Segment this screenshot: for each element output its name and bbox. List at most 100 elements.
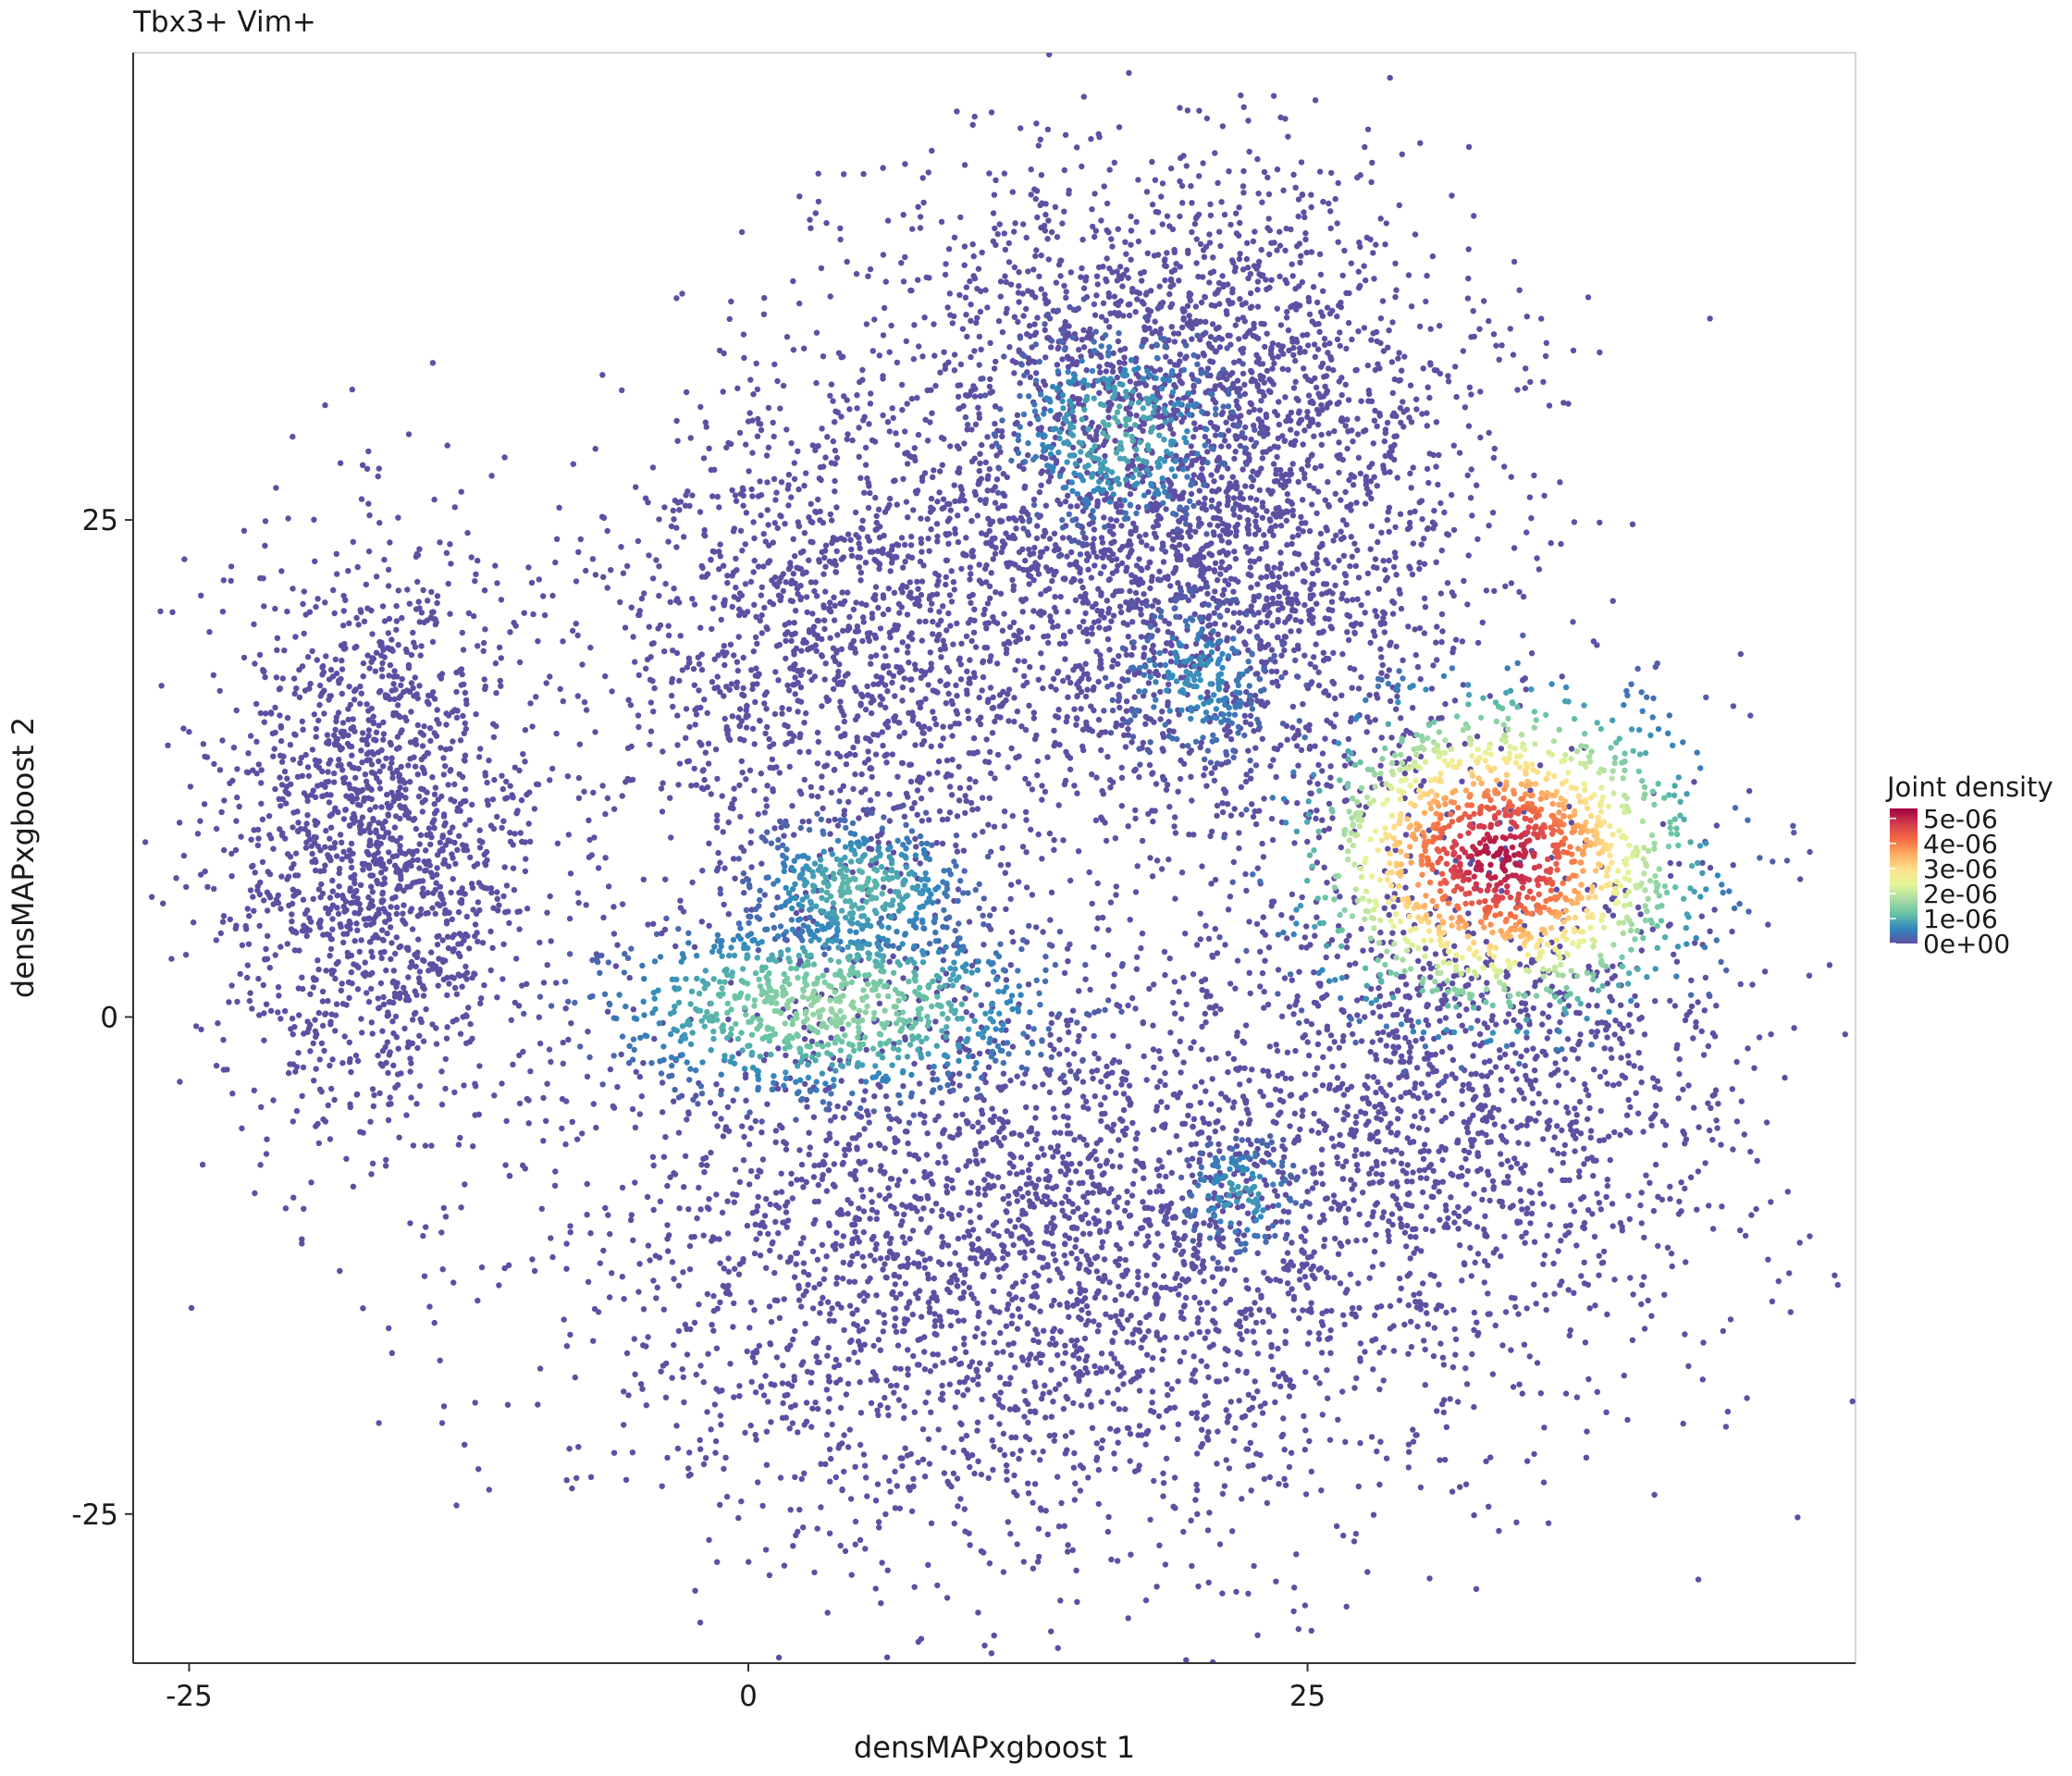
data-point: [922, 669, 929, 676]
data-point: [1067, 766, 1074, 772]
data-point: [575, 795, 583, 801]
data-point: [1191, 610, 1198, 618]
data-point: [1123, 266, 1130, 273]
data-point: [200, 741, 206, 747]
data-point: [952, 498, 958, 505]
data-point: [898, 260, 905, 266]
data-point: [302, 826, 308, 832]
data-point: [286, 902, 292, 909]
data-point: [310, 787, 316, 794]
data-point: [815, 442, 821, 450]
data-point: [283, 800, 290, 807]
data-point: [232, 925, 239, 932]
data-point: [481, 981, 487, 989]
data-point: [536, 576, 542, 583]
data-point: [1010, 938, 1017, 945]
data-point: [1118, 560, 1126, 567]
data-point: [333, 670, 340, 677]
data-point: [1141, 619, 1147, 625]
data-point: [886, 818, 894, 824]
data-point: [1019, 844, 1027, 850]
data-point: [1190, 832, 1197, 838]
data-point: [1061, 282, 1067, 290]
data-point: [506, 919, 512, 927]
data-point: [413, 1101, 420, 1107]
data-point: [1283, 517, 1290, 524]
data-point: [1238, 489, 1244, 497]
data-point: [507, 783, 513, 789]
data-point: [353, 643, 360, 650]
data-point: [476, 845, 484, 851]
data-point: [1404, 525, 1412, 533]
data-point: [1528, 515, 1535, 522]
data-point: [819, 549, 825, 555]
data-point: [854, 405, 860, 412]
data-point: [393, 904, 401, 911]
data-point: [391, 990, 399, 997]
data-point: [1096, 732, 1103, 738]
data-point: [702, 533, 709, 539]
data-point: [358, 496, 365, 502]
data-point: [370, 1103, 376, 1110]
data-point: [865, 756, 872, 763]
data-point: [206, 629, 213, 635]
data-point: [260, 669, 267, 675]
data-point: [905, 649, 911, 656]
data-point: [1342, 488, 1349, 496]
data-point: [1389, 319, 1396, 326]
data-point: [816, 557, 822, 563]
data-point: [387, 999, 393, 1005]
data-point: [376, 520, 383, 526]
data-point: [882, 752, 888, 759]
data-point: [1298, 253, 1304, 259]
data-point: [1308, 452, 1315, 459]
data-point: [338, 987, 344, 994]
data-point: [284, 876, 290, 882]
data-point: [838, 646, 845, 652]
data-point: [906, 452, 913, 459]
data-point: [500, 941, 507, 947]
data-point: [351, 697, 358, 703]
data-point: [1233, 398, 1240, 404]
data-point: [1011, 632, 1018, 638]
data-point: [1212, 926, 1219, 932]
data-point: [279, 675, 286, 682]
data-point: [290, 929, 296, 935]
data-point: [832, 558, 838, 564]
data-point: [296, 694, 303, 701]
data-point: [397, 847, 403, 854]
data-point: [1083, 719, 1090, 726]
data-point: [1148, 577, 1155, 585]
data-point: [1131, 694, 1138, 700]
data-point: [833, 504, 840, 511]
data-point: [587, 644, 594, 651]
data-point: [1323, 581, 1330, 587]
data-point: [725, 911, 732, 918]
data-point: [701, 526, 708, 534]
data-point: [880, 592, 887, 598]
data-point: [1118, 774, 1126, 781]
data-point: [444, 442, 450, 449]
data-point: [290, 1194, 297, 1201]
data-point: [1011, 264, 1018, 271]
data-point: [725, 735, 732, 742]
data-point: [287, 854, 294, 860]
data-point: [1080, 618, 1087, 625]
data-point: [281, 648, 288, 654]
data-point: [979, 580, 985, 586]
data-point: [884, 724, 892, 731]
data-point: [988, 570, 994, 576]
data-point: [348, 840, 355, 847]
data-point: [1268, 647, 1276, 653]
data-point: [275, 900, 282, 906]
data-point: [317, 917, 324, 924]
data-point: [1072, 597, 1079, 603]
data-point: [1410, 540, 1417, 547]
data-point: [1331, 695, 1338, 702]
data-point: [1281, 647, 1288, 654]
data-point: [813, 593, 820, 599]
data-point: [319, 1022, 327, 1030]
data-point: [264, 932, 271, 940]
data-point: [954, 693, 960, 699]
data-point: [1298, 746, 1305, 754]
